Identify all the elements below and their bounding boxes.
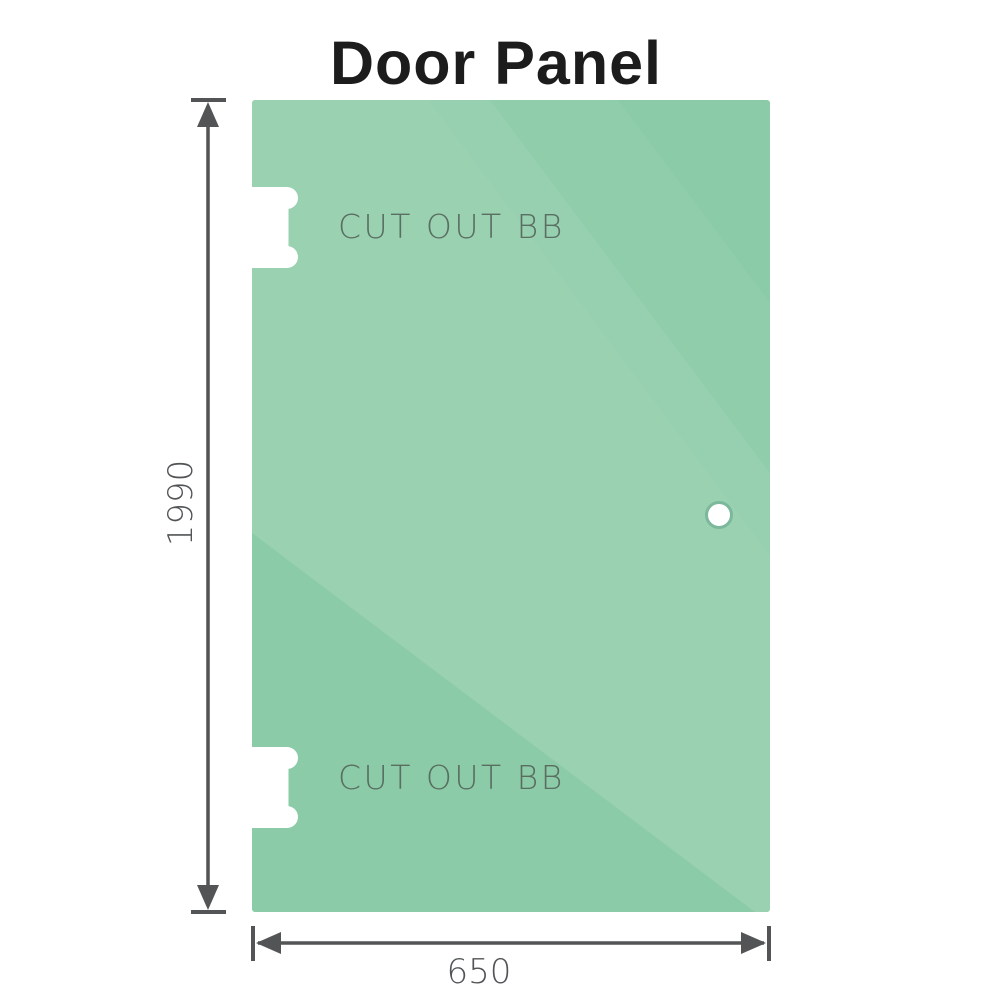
- hinge-cutout-bottom: [251, 747, 299, 828]
- arrowhead-down-icon: [197, 885, 219, 910]
- hinge-cutout-top: [251, 187, 298, 268]
- glass-reflection-stripe-faint: [490, 100, 770, 473]
- arrowhead-left-icon: [256, 932, 281, 954]
- page-title: Door Panel: [329, 29, 662, 97]
- width-dimension-arrow: [251, 926, 771, 961]
- cutout-label-top: CUT OUT BB: [338, 207, 565, 246]
- glass-reflection-swath: [252, 100, 770, 912]
- height-dimension-label: 1990: [161, 459, 201, 547]
- cutout-label-bottom: CUT OUT BB: [338, 758, 565, 797]
- arrowhead-up-icon: [197, 102, 219, 127]
- glass-base: [252, 100, 770, 912]
- arrowhead-right-icon: [741, 932, 766, 954]
- glass-panel: [252, 100, 770, 912]
- width-dimension-label: 650: [446, 952, 512, 992]
- handle-hole: [705, 501, 733, 529]
- height-dimension-arrow: [191, 98, 226, 914]
- glass-reflection-stripe: [429, 100, 770, 555]
